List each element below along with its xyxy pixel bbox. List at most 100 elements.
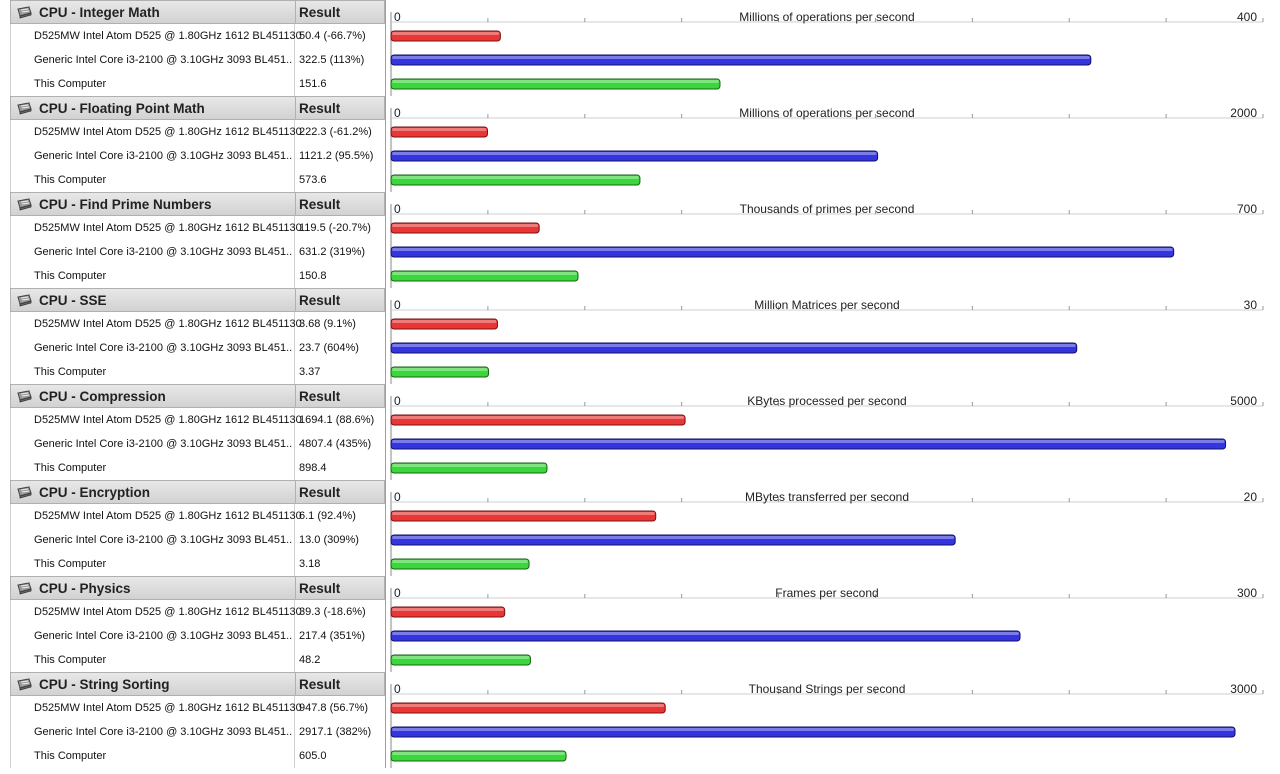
table-row-result: 3.68 (9.1%) — [299, 318, 356, 330]
result-column-header: Result — [299, 293, 341, 308]
column-divider — [294, 504, 295, 576]
table-row-result: 1121.2 (95.5%) — [299, 150, 374, 162]
section-header[interactable]: CPU - Find Prime Numbers Result — [10, 192, 385, 216]
column-divider — [294, 408, 295, 480]
bar — [390, 150, 879, 162]
table-row-name: Generic Intel Core i3-2100 @ 3.10GHz 309… — [34, 438, 293, 450]
table-row-name: This Computer — [34, 174, 107, 186]
x-tick-label-max: 300 — [1237, 586, 1257, 600]
chart-unit-label: Frames per second — [775, 586, 878, 600]
bar-highlight — [392, 80, 719, 83]
table-row-result: 573.6 — [299, 174, 327, 186]
bar — [390, 438, 1227, 450]
row-names-column — [10, 600, 295, 672]
benchmark-section: CPU - Compression Result D525MW Intel Atom… — [0, 384, 1280, 480]
section-title: CPU - Compression — [39, 389, 166, 404]
bar-body — [390, 510, 657, 522]
section-header[interactable]: CPU - Integer Math Result — [10, 0, 385, 24]
bar-body — [390, 414, 686, 426]
bar-body — [390, 606, 506, 618]
x-tick-label-min: 0 — [394, 298, 401, 312]
bar-body — [390, 462, 548, 474]
bar — [390, 54, 1092, 66]
bar-highlight — [392, 752, 566, 755]
bar-body — [390, 126, 488, 138]
bar-body — [390, 270, 579, 282]
bar-chart-svg: 0 30 Million Matrices per second — [390, 298, 1264, 384]
bar-body — [390, 630, 1021, 642]
result-column-header: Result — [299, 101, 341, 116]
table-row-name: This Computer — [34, 366, 107, 378]
table-row-name: D525MW Intel Atom D525 @ 1.80GHz 1612 BL… — [34, 510, 302, 522]
chart-divider — [385, 672, 386, 768]
chart-unit-label: Millions of operations per second — [739, 10, 914, 24]
section-header[interactable]: CPU - Encryption Result — [10, 480, 385, 504]
bar-body — [390, 222, 540, 234]
bar-chart: 0 30 Million Matrices per second — [387, 288, 1267, 384]
header-divider — [295, 97, 296, 119]
header-divider — [295, 577, 296, 599]
chart-unit-label: Millions of operations per second — [739, 106, 914, 120]
bar-highlight — [392, 536, 955, 539]
bar — [390, 342, 1078, 354]
section-header[interactable]: CPU - Compression Result — [10, 384, 385, 408]
bar-chart-svg: 0 3000 Thousand Strings per second — [390, 682, 1264, 768]
bar-highlight — [392, 560, 529, 563]
chart-divider — [385, 576, 386, 672]
bar-highlight — [392, 368, 488, 371]
chart-divider — [385, 288, 386, 384]
bar — [390, 222, 540, 234]
chart-divider — [385, 192, 386, 288]
column-divider — [294, 312, 295, 384]
header-divider — [295, 193, 296, 215]
x-tick-label-max: 400 — [1237, 10, 1257, 24]
table-row-result: 48.2 — [299, 654, 321, 666]
table-row-name: Generic Intel Core i3-2100 @ 3.10GHz 309… — [34, 150, 293, 162]
x-tick-label-max: 2000 — [1230, 106, 1257, 120]
bar-chart: 0 2000 Millions of operations per second — [387, 96, 1267, 192]
benchmark-section: CPU - SSE Result D525MW Intel Atom D525 @ … — [0, 288, 1280, 384]
bar-body — [390, 174, 641, 186]
section-header[interactable]: CPU - String Sorting Result — [10, 672, 385, 696]
section-header[interactable]: CPU - SSE Result — [10, 288, 385, 312]
section-header[interactable]: CPU - Floating Point Math Result — [10, 96, 385, 120]
x-tick-label-max: 700 — [1237, 202, 1257, 216]
bar-highlight — [392, 728, 1235, 731]
x-tick-label-min: 0 — [394, 394, 401, 408]
table-row-result: 2917.1 (382%) — [299, 726, 372, 738]
benchmark-section: CPU - Find Prime Numbers Result D525MW Int… — [0, 192, 1280, 288]
table-row-result: 3.18 — [299, 558, 321, 570]
table-row-name: D525MW Intel Atom D525 @ 1.80GHz 1612 BL… — [34, 126, 302, 138]
table-row-name: D525MW Intel Atom D525 @ 1.80GHz 1612 BL… — [34, 318, 302, 330]
section-title: CPU - String Sorting — [39, 677, 170, 692]
header-divider — [295, 385, 296, 407]
bar — [390, 630, 1021, 642]
bar-body — [390, 750, 567, 762]
table-row-result: 322.5 (113%) — [299, 54, 365, 66]
table-row-result: 119.5 (-20.7%) — [299, 222, 371, 234]
x-tick-label-max: 3000 — [1230, 682, 1257, 696]
table-row-result: 4807.4 (435%) — [299, 438, 372, 450]
bar — [390, 510, 657, 522]
table-row-name: D525MW Intel Atom D525 @ 1.80GHz 1612 BL… — [34, 702, 302, 714]
table-row-name: This Computer — [34, 78, 107, 90]
column-divider — [294, 600, 295, 672]
bar-highlight — [392, 248, 1173, 251]
bar-chart: 0 700 Thousands of primes per second — [387, 192, 1267, 288]
table-row-result: 222.3 (-61.2%) — [299, 126, 372, 138]
bar — [390, 654, 531, 666]
table-row-name: This Computer — [34, 270, 107, 282]
table-row-result: 13.0 (309%) — [299, 534, 359, 546]
row-names-column — [10, 504, 295, 576]
cpu-chip-icon — [15, 677, 33, 691]
bar-chart-svg: 0 400 Millions of operations per second — [390, 10, 1264, 96]
bar — [390, 414, 686, 426]
bar-highlight — [392, 128, 487, 131]
table-row-name: D525MW Intel Atom D525 @ 1.80GHz 1612 BL… — [34, 30, 302, 42]
bar-highlight — [392, 656, 530, 659]
section-header[interactable]: CPU - Physics Result — [10, 576, 385, 600]
result-column-header: Result — [299, 389, 341, 404]
bar-body — [390, 438, 1227, 450]
table-row-name: Generic Intel Core i3-2100 @ 3.10GHz 309… — [34, 54, 293, 66]
